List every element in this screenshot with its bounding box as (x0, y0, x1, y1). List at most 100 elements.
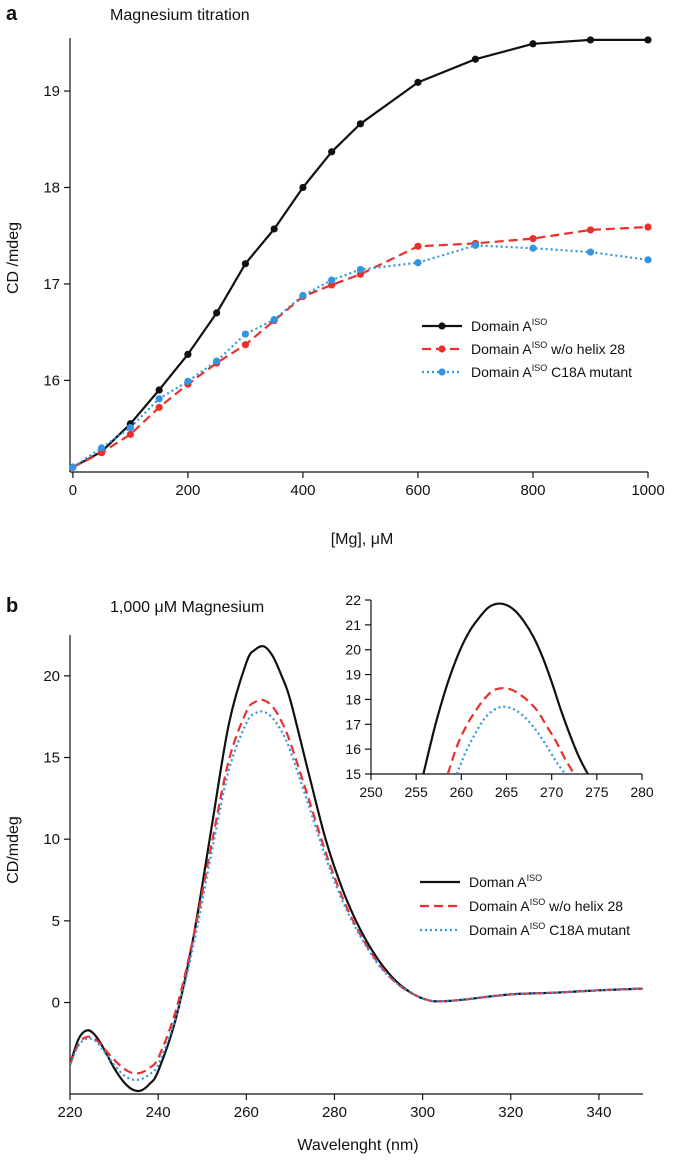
y-tick-label: 19 (345, 667, 361, 683)
x-tick-label: 340 (586, 1104, 611, 1121)
data-point (213, 309, 221, 317)
data-point (126, 424, 134, 432)
data-point (328, 276, 336, 284)
x-tick-label: 270 (540, 784, 564, 800)
x-tick-label: 800 (520, 482, 545, 499)
panel-a-ylabel: CD /mdeg (5, 222, 22, 294)
panel-b-title: 1,000 μM Magnesium (110, 599, 264, 616)
data-point (69, 463, 77, 471)
series-line-0 (422, 602, 589, 774)
y-tick-label: 20 (345, 642, 361, 658)
legend-label-0: Doman AISO (469, 873, 542, 890)
data-point (155, 395, 163, 403)
panel-a-letter: a (6, 3, 18, 25)
y-tick-label: 10 (43, 831, 60, 848)
data-point (155, 403, 163, 411)
data-point (529, 40, 537, 48)
series-line-1 (72, 225, 649, 469)
data-point (328, 148, 336, 156)
series-line-2 (70, 710, 644, 1081)
data-point (270, 316, 278, 324)
x-tick-label: 400 (290, 482, 315, 499)
y-tick-label: 17 (43, 276, 60, 293)
y-tick-label: 22 (345, 592, 361, 608)
legend-marker (438, 322, 446, 330)
data-point (529, 235, 537, 243)
series-line-0 (72, 38, 648, 469)
data-point (644, 256, 652, 264)
data-point (270, 225, 278, 233)
y-tick-label: 15 (345, 766, 361, 782)
data-point (586, 36, 595, 44)
y-tick-label: 19 (43, 83, 60, 100)
x-tick-label: 300 (410, 1104, 435, 1121)
data-point (644, 36, 652, 44)
data-point (241, 260, 250, 268)
data-point (471, 55, 480, 63)
data-point (184, 350, 192, 358)
y-tick-label: 16 (345, 741, 361, 757)
panel-b-letter: b (6, 595, 18, 617)
legend-label-1: Domain AISO w/o helix 28 (471, 340, 625, 357)
legend-marker (438, 345, 446, 353)
x-tick-label: 250 (359, 784, 383, 800)
series-line-1 (70, 698, 644, 1075)
x-tick-label: 280 (322, 1104, 347, 1121)
x-tick-label: 600 (405, 482, 430, 499)
panel-b-inset: 250 255 260 265 270 275 280 15 16 17 18 19 20 21 22 (345, 592, 653, 800)
x-tick-label: 260 (450, 784, 474, 800)
data-point (586, 248, 595, 256)
y-tick-label: 16 (43, 372, 60, 389)
panel-a-xlabel: [Mg], μM (331, 531, 394, 548)
legend-label-2: Domain AISO C18A mutant (469, 921, 630, 938)
y-tick-label: 5 (52, 913, 60, 930)
data-point (299, 291, 307, 300)
panel-b-xlabel: Wavelenght (nm) (297, 1137, 418, 1154)
x-tick-label: 0 (69, 482, 77, 499)
panel-a-plot: 0 200 400 600 800 1000 16 17 18 19 (43, 36, 665, 499)
legend-label-2: Domain AISO C18A mutant (471, 363, 632, 380)
legend-label-1: Domain AISO w/o helix 28 (469, 897, 623, 914)
x-tick-label: 280 (630, 784, 654, 800)
x-tick-label: 240 (146, 1104, 171, 1121)
y-tick-label: 18 (43, 179, 60, 196)
panel-a-title: Magnesium titration (110, 7, 250, 24)
legend-marker (438, 368, 446, 376)
data-point (471, 241, 480, 249)
data-point (356, 120, 365, 128)
data-point (213, 357, 221, 365)
y-tick-label: 21 (345, 617, 361, 633)
y-tick-label: 0 (52, 995, 60, 1012)
data-point (644, 223, 652, 231)
x-tick-label: 200 (175, 482, 200, 499)
y-tick-label: 17 (345, 716, 361, 732)
y-tick-label: 18 (345, 691, 361, 707)
data-point (241, 330, 250, 338)
x-tick-label: 260 (234, 1104, 259, 1121)
data-point (155, 386, 163, 394)
data-point (529, 244, 537, 252)
x-tick-label: 1000 (631, 482, 664, 499)
x-tick-label: 275 (585, 784, 609, 800)
data-point (126, 430, 134, 438)
series-line-0 (70, 644, 644, 1093)
data-point (414, 259, 422, 267)
panel-a-legend: Domain AISO Domain AISO w/o helix 28 Domai… (422, 317, 632, 380)
data-point (241, 341, 250, 349)
panel-b-plot: 220 240 260 280 300 320 340 0 5 10 15 20 (43, 635, 644, 1121)
series-line-2 (72, 244, 649, 469)
data-point (184, 377, 192, 385)
y-tick-label: 15 (43, 750, 60, 767)
series-line-1 (446, 687, 576, 774)
data-point (98, 444, 106, 452)
panel-b-ylabel: CD/mdeg (5, 816, 22, 884)
series-line-2 (455, 705, 567, 774)
data-point (356, 265, 365, 274)
x-tick-label: 220 (57, 1104, 82, 1121)
data-point (299, 183, 307, 192)
data-point (414, 78, 422, 86)
x-tick-label: 320 (498, 1104, 523, 1121)
x-tick-label: 255 (404, 784, 428, 800)
y-tick-label: 20 (43, 668, 60, 685)
